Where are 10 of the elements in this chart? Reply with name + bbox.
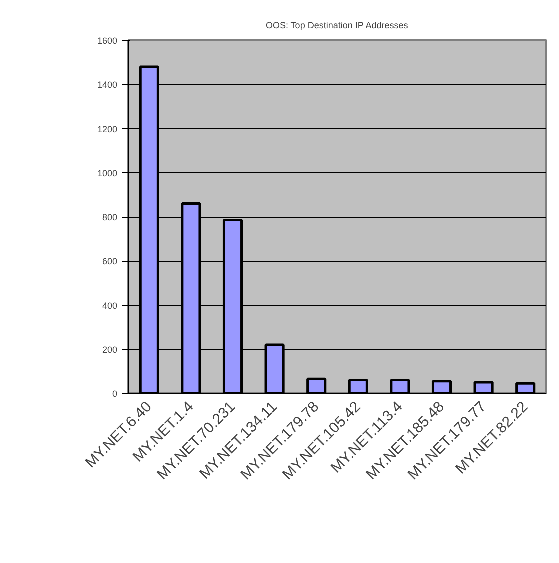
chart-title: OOS: Top Destination IP Addresses: [266, 20, 409, 30]
y-tick-label: 400: [102, 300, 118, 311]
y-tick-label: 1200: [97, 124, 118, 134]
y-tick-label: 600: [102, 256, 118, 267]
y-tick-label: 1000: [97, 168, 118, 178]
y-tick-label: 1600: [97, 36, 118, 46]
y-tick-label: 1400: [97, 80, 118, 90]
y-tick-label: 800: [102, 212, 118, 222]
y-tick-label: 0: [112, 389, 118, 399]
y-tick-label: 200: [102, 344, 118, 355]
